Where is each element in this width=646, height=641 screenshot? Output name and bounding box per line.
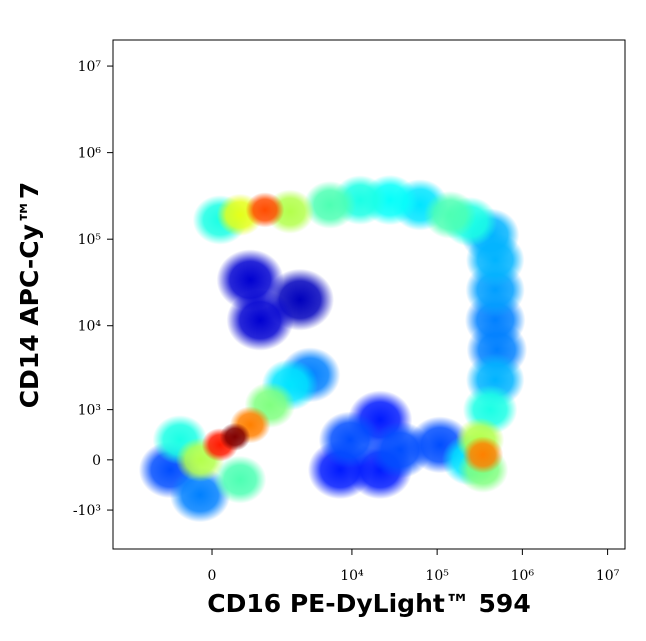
density-point — [303, 180, 357, 229]
y-axis-title: CD14 APC-Cy™7 — [15, 182, 44, 409]
x-tick-label: 10⁵ — [425, 568, 449, 584]
y-tick-label: 10⁶ — [78, 146, 102, 162]
y-tick-label: 10³ — [78, 403, 101, 419]
density-point — [213, 455, 267, 504]
y-tick-label: 10⁷ — [78, 59, 102, 75]
density-point — [245, 192, 285, 228]
density-point — [423, 190, 477, 239]
x-tick-label: 10⁶ — [511, 568, 535, 584]
density-plot — [138, 174, 528, 523]
density-point — [465, 233, 525, 287]
x-axis-title: CD16 PE-DyLight™ 594 — [207, 589, 530, 618]
y-tick-label: -10³ — [73, 503, 101, 519]
y-tick-label: 10⁵ — [78, 232, 102, 248]
density-point — [462, 436, 504, 474]
density-point — [216, 249, 284, 311]
plot-frame — [112, 39, 626, 550]
x-tick-label: 10⁴ — [340, 568, 364, 584]
x-tick-label: 0 — [208, 568, 217, 584]
x-tick-label: 10⁷ — [596, 568, 620, 584]
density-point — [318, 411, 382, 469]
y-tick-label: 0 — [92, 453, 101, 469]
y-tick-label: 10⁴ — [78, 319, 102, 335]
density-point — [219, 422, 251, 451]
